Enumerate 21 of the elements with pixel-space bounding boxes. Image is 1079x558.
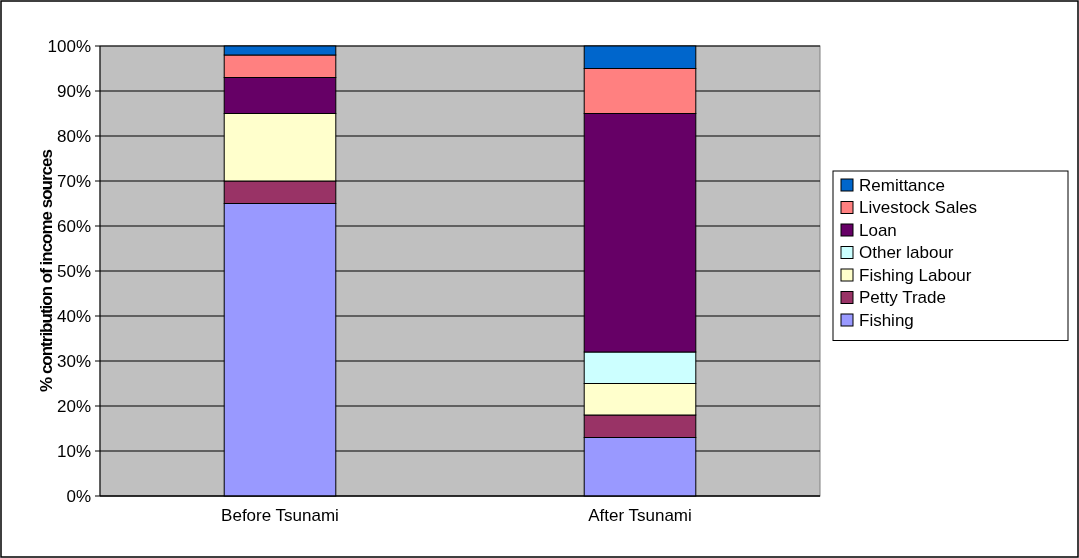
y-axis-title: % contribution of income sources bbox=[37, 149, 56, 392]
legend-label: Other labour bbox=[859, 243, 954, 263]
legend-label: Livestock Sales bbox=[859, 198, 978, 218]
y-tick-label: 0% bbox=[66, 486, 91, 506]
legend-label: Remittance bbox=[859, 175, 945, 195]
y-tick-label: 70% bbox=[56, 171, 91, 191]
legend-label: Fishing Labour bbox=[859, 265, 972, 285]
y-tick-label: 40% bbox=[56, 306, 91, 326]
x-tick-label: Before Tsunami bbox=[221, 506, 339, 525]
y-tick-label: 10% bbox=[56, 441, 91, 461]
legend-label: Loan bbox=[859, 220, 897, 240]
x-tick-label: After Tsunami bbox=[588, 506, 692, 525]
y-tick-label: 100% bbox=[47, 36, 91, 56]
y-tick-label: 50% bbox=[56, 261, 91, 281]
y-tick-label: 20% bbox=[56, 396, 91, 416]
y-tick-label: 80% bbox=[56, 126, 91, 146]
legend-label: Petty Trade bbox=[859, 288, 946, 308]
legend-label: Fishing bbox=[859, 310, 914, 330]
y-tick-label: 90% bbox=[56, 81, 91, 101]
y-tick-label: 30% bbox=[56, 351, 91, 371]
y-tick-label: 60% bbox=[56, 216, 91, 236]
